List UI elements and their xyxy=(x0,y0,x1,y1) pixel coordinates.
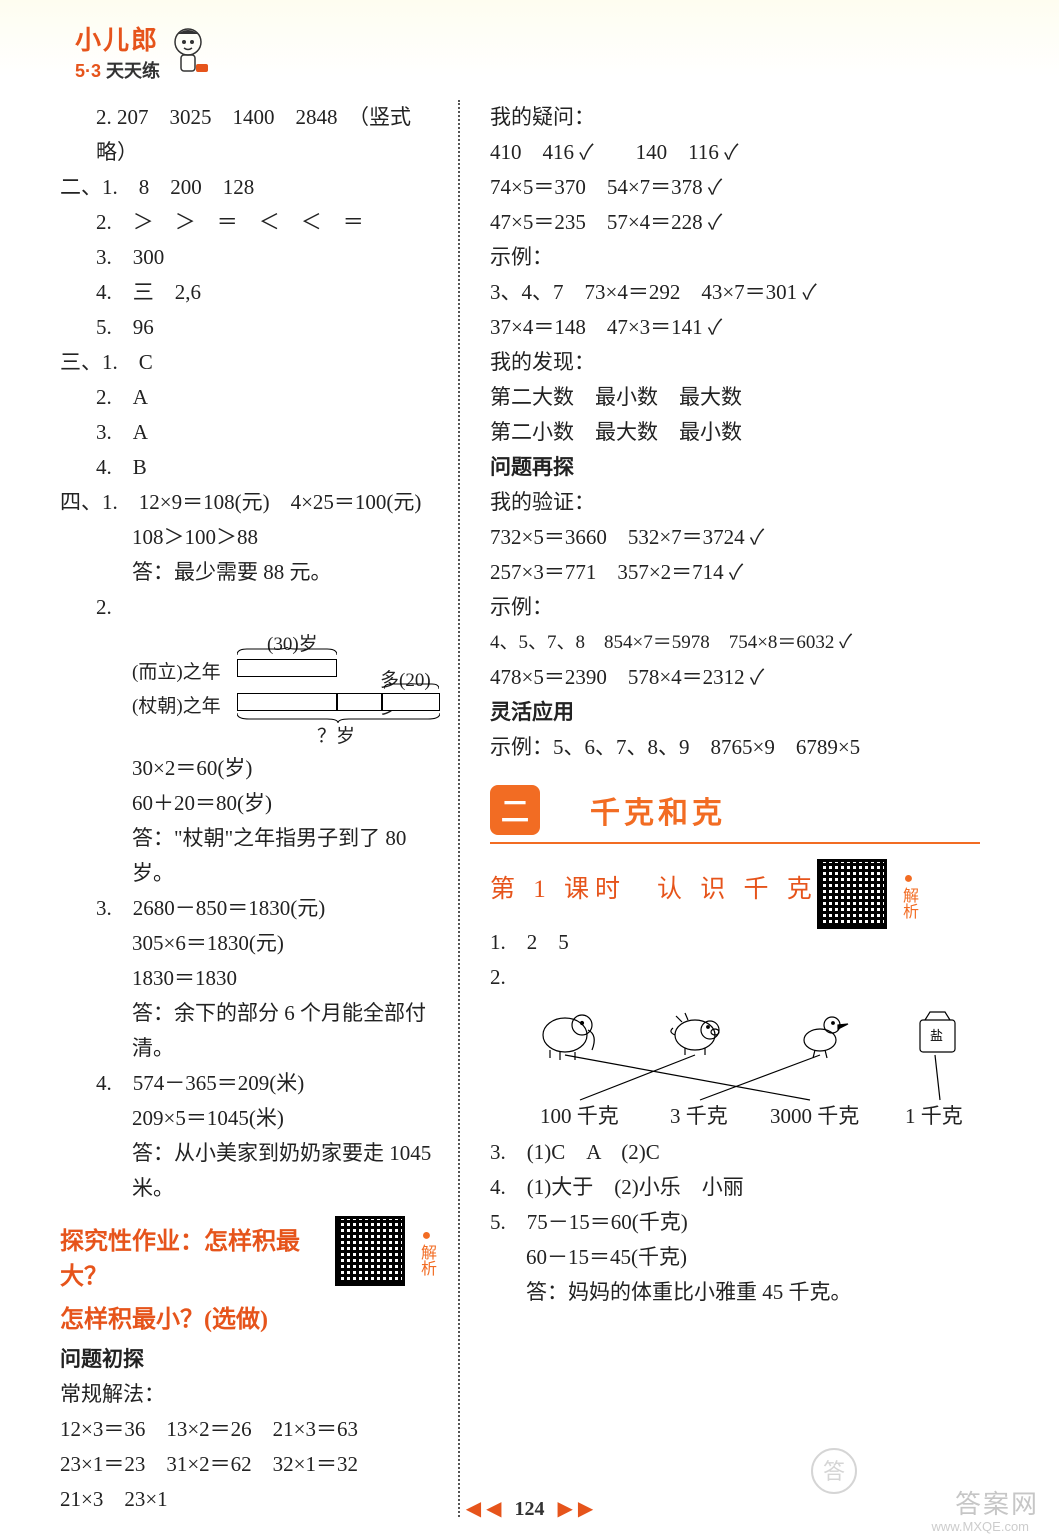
logo-text-suffix: 天天练 xyxy=(101,61,160,81)
answer-line: 2. xyxy=(490,960,980,995)
unit-title: 千克和克 xyxy=(590,788,726,832)
svg-text:盐: 盐 xyxy=(930,1028,943,1043)
bar-rect xyxy=(337,693,382,711)
answer-line: 74×5＝370 54×7＝378 ✓ xyxy=(490,170,980,205)
logo-bottom: 5·3 天天练 xyxy=(75,57,160,83)
mascot-icon xyxy=(166,24,211,79)
answer-line: 209×5＝1045(米) xyxy=(60,1101,438,1136)
answer-line: 4. 三 2,6 xyxy=(60,275,438,310)
answer-line: 1830＝1830 xyxy=(60,961,438,996)
qr-code[interactable] xyxy=(335,1216,405,1286)
answer-line: 478×5＝2390 578×4＝2312 ✓ xyxy=(490,660,980,695)
answer-line: 答：最少需要 88 元。 xyxy=(60,555,438,590)
answer-line: 12×3＝36 13×2＝26 21×3＝63 xyxy=(60,1412,438,1447)
answer-line: 257×3＝771 357×2＝714 ✓ xyxy=(490,555,980,590)
answer-line: 答：妈妈的体重比小雅重 45 千克。 xyxy=(490,1275,980,1310)
answer-line: 我的验证： xyxy=(490,485,980,520)
subheading: 常规解法： xyxy=(60,1377,438,1412)
answer-line: 2. ＞ ＞ ＝ ＜ ＜ ＝ xyxy=(60,205,438,240)
watermark-url: www.MXQE.com xyxy=(931,1519,1029,1534)
answer-line: 4. B xyxy=(60,450,438,485)
triangle-right-icon: ▶ ▶ xyxy=(558,1498,594,1520)
subheading: 问题初探 xyxy=(60,1342,438,1377)
answer-line: 30×2＝60(岁) xyxy=(60,751,438,786)
brace-icon xyxy=(237,647,337,657)
answer-line: 答：从小美家到奶奶家要走 1045 米。 xyxy=(60,1136,438,1206)
bar-diagram: (30)岁 (而立)之年 多(20)岁 (杖朝)之年 ？岁 xyxy=(132,633,438,743)
qr-container: ●解析 xyxy=(817,859,920,929)
answer-line: 3、4、7 73×4＝292 43×7＝301 ✓ xyxy=(490,275,980,310)
answer-line: 3. A xyxy=(60,415,438,450)
qr-container: ●解析 xyxy=(335,1216,438,1286)
answer-line: 60＋20＝80(岁) xyxy=(60,786,438,821)
triangle-left-icon: ◀ ◀ xyxy=(466,1498,502,1520)
answer-line: 3. 300 xyxy=(60,240,438,275)
match-label: 3 千克 xyxy=(670,1100,728,1130)
answer-line: 305×6＝1830(元) xyxy=(60,926,438,961)
section-heading: 怎样积最小？(选做) xyxy=(60,1299,438,1334)
watermark-badge-icon: 答 xyxy=(809,1446,859,1496)
answer-line: 三、1. C xyxy=(60,345,438,380)
answer-line: 5. 75－15＝60(千克) xyxy=(490,1205,980,1240)
bar-rect xyxy=(237,693,337,711)
answer-line: 二、1. 8 200 128 xyxy=(60,170,438,205)
match-label: 1 千克 xyxy=(905,1100,963,1130)
match-diagram: 盐 100 千克 3 千克 3000 千克 1 千克 xyxy=(510,1000,990,1130)
logo-top: 小儿郎 xyxy=(75,20,160,57)
match-label: 3000 千克 xyxy=(770,1100,859,1130)
answer-line: 732×5＝3660 532×7＝3724 ✓ xyxy=(490,520,980,555)
diagram-label: (而立)之年 xyxy=(132,657,221,684)
logo: 小儿郎 5·3 天天练 xyxy=(75,20,160,83)
bar-rect xyxy=(382,693,440,711)
answer-line: 答：余下的部分 6 个月能全部付清。 xyxy=(60,996,438,1066)
subheading: 灵活应用 xyxy=(490,695,980,730)
answer-line: 我的发现： xyxy=(490,345,980,380)
page-number: 124 xyxy=(515,1498,545,1520)
answer-line: 示例： xyxy=(490,590,980,625)
answer-line: 4. 574－365＝209(米) xyxy=(60,1066,438,1101)
brace-icon xyxy=(384,683,439,691)
answer-line: 23×1＝23 31×2＝62 32×1＝32 xyxy=(60,1447,438,1482)
qr-label: ●解析 xyxy=(414,1227,438,1276)
answer-line: 2. 207 3025 1400 2848 （竖式略） xyxy=(60,100,438,170)
diagram-label: ？岁 xyxy=(317,721,355,748)
bar-rect xyxy=(237,659,337,677)
qr-label: ●解析 xyxy=(896,870,920,919)
answer-line: 410 416 ✓ 140 116 ✓ xyxy=(490,135,980,170)
answer-line: 47×5＝235 57×4＝228 ✓ xyxy=(490,205,980,240)
answer-line: 108＞100＞88 xyxy=(60,520,438,555)
diagram-label: (杖朝)之年 xyxy=(132,691,221,718)
match-label: 100 千克 xyxy=(540,1100,619,1130)
answer-line: 5. 96 xyxy=(60,310,438,345)
unit-header: 二 千克和克 xyxy=(490,785,980,835)
answer-line: 我的疑问： xyxy=(490,100,980,135)
answer-line: 3. (1)C A (2)C xyxy=(490,1135,980,1170)
answer-line: 答："杖朝"之年指男子到了 80 岁。 xyxy=(60,821,438,891)
answer-line: 1. 2 5 xyxy=(490,925,980,960)
answer-line: 第二小数 最大数 最小数 xyxy=(490,415,980,450)
answer-line: 37×4＝148 47×3＝141 ✓ xyxy=(490,310,980,345)
subheading: 问题再探 xyxy=(490,450,980,485)
left-column: 2. 207 3025 1400 2848 （竖式略） 二、1. 8 200 1… xyxy=(0,100,460,1517)
answer-line: 示例： xyxy=(490,240,980,275)
answer-line: 2. xyxy=(60,590,438,625)
right-column: 我的疑问： 410 416 ✓ 140 116 ✓ 74×5＝370 54×7＝… xyxy=(460,100,1000,1517)
answer-line: 四、1. 12×9＝108(元) 4×25＝100(元) xyxy=(60,485,438,520)
unit-divider xyxy=(490,842,980,844)
answer-line: 第二大数 最小数 最大数 xyxy=(490,380,980,415)
answer-line: 3. 2680－850＝1830(元) xyxy=(60,891,438,926)
page-footer: ◀ ◀ 124 ▶ ▶ xyxy=(0,1496,1059,1521)
answer-line: 2. A xyxy=(60,380,438,415)
logo-num: 5·3 xyxy=(75,61,101,81)
answer-line: 4. (1)大于 (2)小乐 小丽 xyxy=(490,1170,980,1205)
answer-line: 60－15＝45(千克) xyxy=(490,1240,980,1275)
answer-line: 4、5、7、8 854×7＝5978 754×8＝6032 ✓ xyxy=(490,625,980,660)
qr-code[interactable] xyxy=(817,859,887,929)
watermark-text: 答案网 xyxy=(955,1484,1039,1521)
answer-line: 示例：5、6、7、8、9 8765×9 6789×5 xyxy=(490,730,980,765)
svg-text:答: 答 xyxy=(823,1459,845,1484)
unit-badge: 二 xyxy=(490,785,540,835)
